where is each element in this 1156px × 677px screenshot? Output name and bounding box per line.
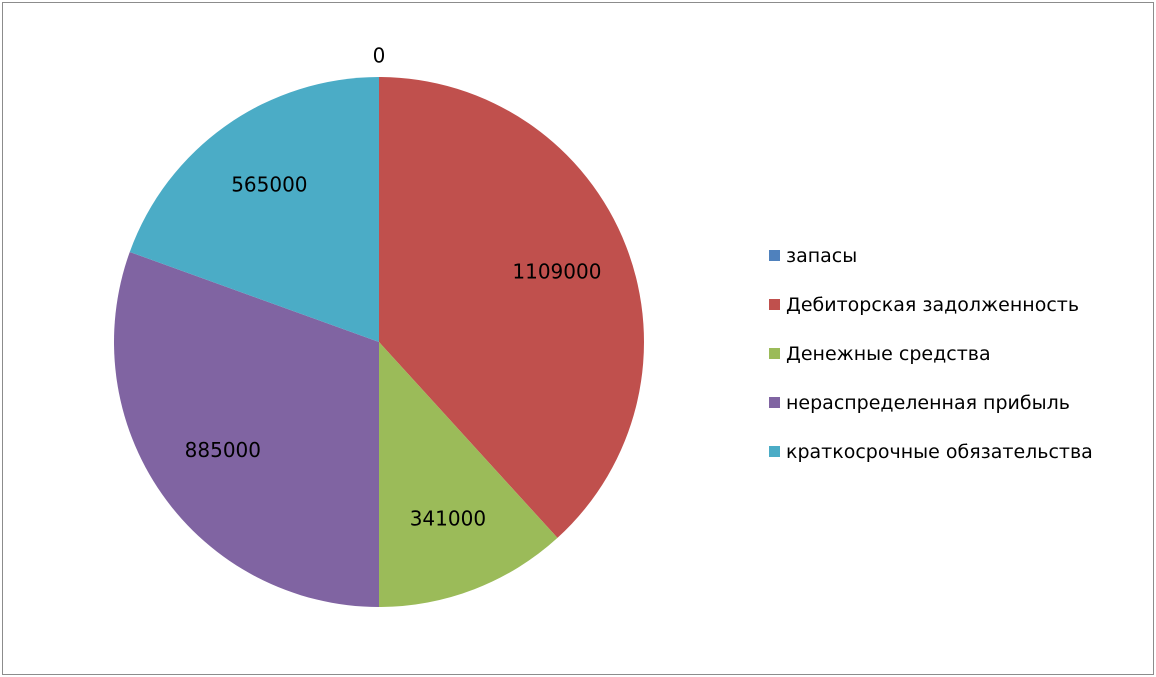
pie-slice-short-term-liabilities	[129, 77, 379, 342]
pie-slice-retained-earnings	[113, 251, 379, 607]
legend: запасы Дебиторская задолженность Денежны…	[769, 231, 1093, 476]
legend-item-cash: Денежные средства	[769, 329, 1093, 378]
pie-chart: 0 1109000 341000 885000 565000	[113, 44, 644, 607]
data-label-retained-earnings: 885000	[185, 438, 261, 462]
legend-swatch-cash	[769, 348, 780, 359]
legend-label-cash: Денежные средства	[786, 342, 991, 365]
legend-label-short-term-liabilities: краткосрочные обязательства	[786, 440, 1093, 463]
legend-swatch-zapasy	[769, 250, 780, 261]
data-label-receivables: 1109000	[512, 260, 601, 284]
legend-label-zapasy: запасы	[786, 244, 858, 267]
legend-swatch-short-term-liabilities	[769, 446, 780, 457]
legend-swatch-retained-earnings	[769, 397, 780, 408]
data-label-short-term-liabilities: 565000	[231, 172, 307, 196]
legend-item-zapasy: запасы	[769, 231, 1093, 280]
data-label-cash: 341000	[410, 506, 486, 530]
legend-item-retained-earnings: нераспределенная прибыль	[769, 378, 1093, 427]
legend-label-retained-earnings: нераспределенная прибыль	[786, 391, 1070, 414]
legend-item-short-term-liabilities: краткосрочные обязательства	[769, 427, 1093, 476]
legend-label-receivables: Дебиторская задолженность	[786, 293, 1080, 316]
legend-item-receivables: Дебиторская задолженность	[769, 280, 1093, 329]
pie-slice-cash	[379, 342, 558, 607]
data-label-zapasy: 0	[373, 44, 386, 68]
pie-slice-receivables	[379, 77, 644, 538]
legend-swatch-receivables	[769, 299, 780, 310]
